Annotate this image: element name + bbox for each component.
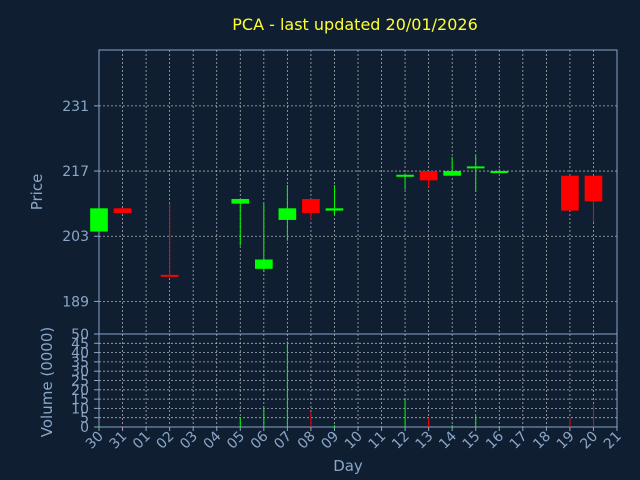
candle-body xyxy=(396,174,414,177)
price-axis-label: Price xyxy=(28,174,46,211)
candle-body xyxy=(419,171,438,181)
volume-y-tick-label: 20 xyxy=(71,383,89,399)
x-tick-label: 03 xyxy=(177,429,201,453)
volume-y-tick-label: 45 xyxy=(71,336,89,352)
candle-body xyxy=(278,208,297,220)
volume-y-tick-label: 25 xyxy=(71,374,89,390)
x-tick-label: 14 xyxy=(436,428,460,452)
volume-y-tick-label: 30 xyxy=(71,364,89,380)
volume-y-tick-label: 50 xyxy=(71,327,89,343)
x-tick-label: 08 xyxy=(295,429,319,453)
x-tick-label: 04 xyxy=(201,428,225,452)
x-axis-label: Day xyxy=(333,457,363,475)
x-tick-label: 17 xyxy=(507,429,531,453)
x-tick-label: 11 xyxy=(365,429,389,453)
x-tick-label: 13 xyxy=(413,429,437,453)
chart-title: PCA - last updated 20/01/2026 xyxy=(232,15,478,34)
candle-body xyxy=(254,259,273,269)
candle-body xyxy=(443,171,462,176)
price-panel: 189 203 217 231 xyxy=(62,49,618,335)
candle-body xyxy=(160,274,179,277)
candle-body xyxy=(490,171,509,174)
volume-y-tick-label: 15 xyxy=(71,392,89,408)
x-tick-label: 06 xyxy=(248,428,272,452)
x-tick-label: 02 xyxy=(154,429,178,453)
x-tick-label: 20 xyxy=(577,429,601,453)
volume-y-tick-label: 5 xyxy=(80,411,89,427)
candle-body xyxy=(584,175,603,202)
price-y-tick-label: 203 xyxy=(62,229,89,245)
x-tick-label: 15 xyxy=(460,429,484,453)
candle-body xyxy=(325,208,344,211)
x-tick-label: 01 xyxy=(130,429,154,453)
volume-y-tick-label: 10 xyxy=(71,401,89,417)
x-tick-label: 07 xyxy=(271,429,295,453)
x-tick-label: 31 xyxy=(106,429,130,453)
candle-body xyxy=(302,198,320,213)
x-tick-label: 09 xyxy=(318,429,342,453)
price-y-tick-label: 231 xyxy=(62,99,89,115)
x-tick-label: 16 xyxy=(483,428,507,452)
candle-body xyxy=(466,166,485,169)
x-tick-label: 10 xyxy=(342,429,366,453)
volume-y-tick-label: 40 xyxy=(71,346,89,362)
candle-body xyxy=(561,175,579,211)
x-tick-label: 19 xyxy=(554,429,578,453)
candle-body xyxy=(231,198,250,204)
price-y-tick-label: 217 xyxy=(62,164,89,180)
x-tick-label: 21 xyxy=(601,429,625,453)
volume-axis-label: Volume (0000) xyxy=(38,327,56,437)
price-y-tick-label: 189 xyxy=(62,294,89,310)
x-tick-label: 18 xyxy=(530,429,554,453)
volume-y-tick-label: 0 xyxy=(80,420,89,436)
candle-body xyxy=(90,208,108,232)
x-tick-label: 12 xyxy=(389,429,413,453)
candle-body xyxy=(113,208,132,213)
volume-y-tick-label: 35 xyxy=(71,355,89,371)
x-tick-label: 05 xyxy=(224,429,248,453)
